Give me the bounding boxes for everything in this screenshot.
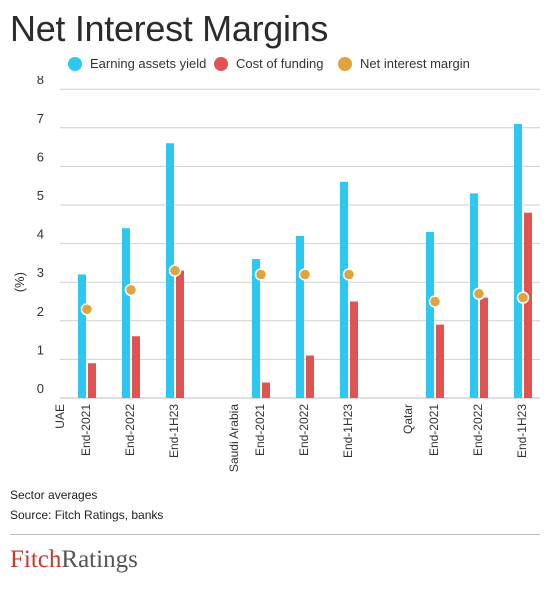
legend-label: Earning assets yield <box>90 56 207 71</box>
y-tick-label: 3 <box>37 265 44 280</box>
bar-cost-of-funding <box>262 382 270 398</box>
footnote-source: Source: Fitch Ratings, banks <box>10 508 164 522</box>
bar-earning-assets-yield <box>426 232 434 398</box>
legend: Earning assets yield Cost of funding Net… <box>0 56 550 76</box>
bar-earning-assets-yield <box>78 274 86 398</box>
legend-swatch-earning <box>68 56 82 71</box>
legend-item-cost-of-funding: Cost of funding <box>214 56 323 71</box>
y-tick-label: 8 <box>37 76 44 87</box>
legend-item-net-interest-margin: Net interest margin <box>338 56 470 71</box>
point-net-interest-margin <box>168 264 182 277</box>
point-net-interest-margin <box>80 302 94 316</box>
y-axis-label: (%) <box>12 272 27 292</box>
point-net-interest-margin <box>298 268 312 281</box>
logo-part-ratings: Ratings <box>61 546 138 573</box>
x-tick-label: End-2021 <box>79 404 93 456</box>
fitch-ratings-logo: FitchRatings <box>10 546 138 574</box>
point-net-interest-margin <box>472 287 486 301</box>
bar-earning-assets-yield <box>252 259 260 398</box>
point-net-interest-margin <box>124 283 138 297</box>
bar-cost-of-funding <box>480 297 488 398</box>
x-tick-label: End-1H23 <box>167 404 181 458</box>
legend-label: Net interest margin <box>360 56 470 71</box>
legend-swatch-nim <box>338 56 352 71</box>
footnote-sector-averages: Sector averages <box>10 488 98 502</box>
bar-cost-of-funding <box>524 212 532 398</box>
x-tick-label: End-2022 <box>297 404 311 456</box>
logo-part-fitch: Fitch <box>10 546 62 573</box>
x-tick-label: End-2022 <box>123 404 137 456</box>
legend-item-earning-assets-yield: Earning assets yield <box>68 56 206 71</box>
x-tick-label: End-2021 <box>253 404 267 456</box>
point-net-interest-margin <box>428 295 442 308</box>
bar-chart: 0 1 2 3 4 5 6 7 8 (%) UAE End-2021 End-2022 End-1H23 S… <box>12 76 540 472</box>
y-tick-label: 7 <box>37 111 44 126</box>
chart-title: Net Interest Margins <box>10 8 329 49</box>
x-tick-label: End-1H23 <box>341 404 355 458</box>
y-tick-label: 1 <box>37 342 44 357</box>
x-tick-label: End-2021 <box>427 404 441 456</box>
y-tick-label: 5 <box>37 188 44 203</box>
group-label: Qatar <box>401 404 415 434</box>
y-tick-label: 2 <box>37 304 44 319</box>
x-tick-label: End-2022 <box>471 404 485 456</box>
bar-earning-assets-yield <box>122 228 130 398</box>
bar-cost-of-funding <box>176 270 184 398</box>
bar-cost-of-funding <box>88 363 96 398</box>
bar-cost-of-funding <box>436 324 444 398</box>
bar-cost-of-funding <box>350 301 358 398</box>
bar-earning-assets-yield <box>514 123 522 398</box>
bar-earning-assets-yield <box>340 181 348 398</box>
point-net-interest-margin <box>342 268 356 281</box>
bar-cost-of-funding <box>306 355 314 398</box>
x-tick-label: End-1H23 <box>515 404 529 458</box>
y-tick-label: 6 <box>37 149 44 164</box>
group-label: UAE <box>53 404 67 429</box>
bar-cost-of-funding <box>132 336 140 398</box>
divider <box>10 534 540 535</box>
y-tick-label: 0 <box>37 381 44 396</box>
group-label: Saudi Arabia <box>227 404 241 472</box>
bar-earning-assets-yield <box>296 235 304 398</box>
point-net-interest-margin <box>516 291 530 304</box>
legend-swatch-cost <box>214 56 228 71</box>
point-net-interest-margin <box>254 268 268 281</box>
y-tick-label: 4 <box>37 227 44 242</box>
legend-label: Cost of funding <box>236 56 324 71</box>
